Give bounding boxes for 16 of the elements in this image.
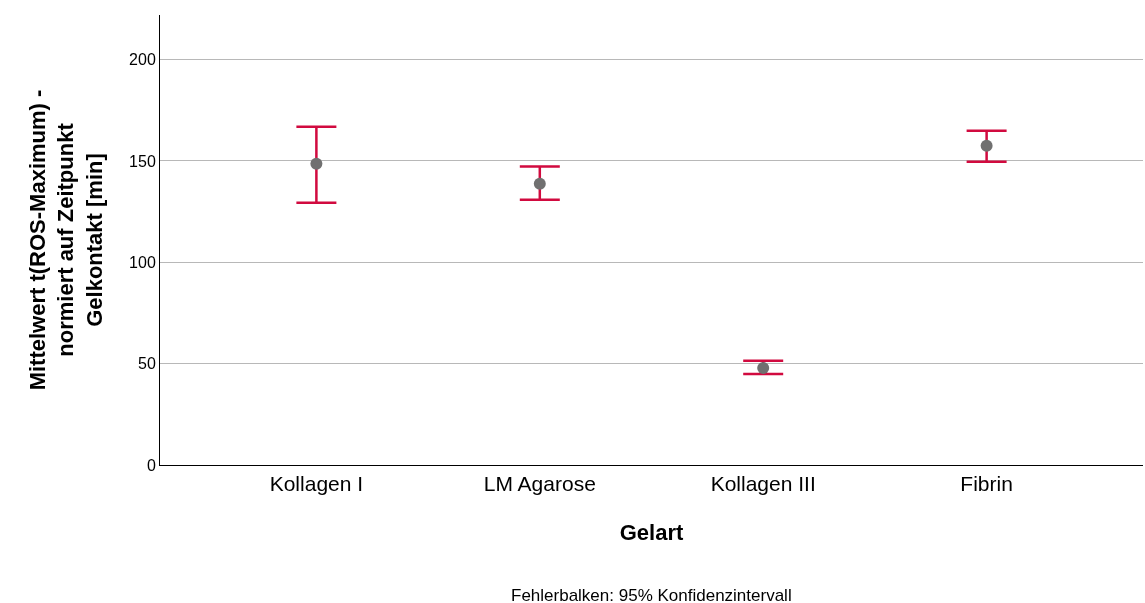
y-tick-label: 200: [129, 51, 156, 69]
point: [980, 139, 993, 152]
y-tick-label: 100: [129, 253, 156, 271]
point: [757, 361, 770, 374]
x-tick-label: LM Agarose: [483, 472, 596, 496]
x-axis-title: Gelart: [619, 520, 684, 546]
text: Fehlerbalken: 95% Konfidenzintervall: [511, 586, 792, 603]
point: [533, 177, 546, 190]
x-tick-label: Kollagen III: [710, 472, 816, 496]
point: [310, 157, 323, 170]
x-tick-label: Kollagen I: [269, 472, 364, 496]
x-tick-label: Fibrin: [960, 472, 1013, 496]
y-tick-label: 0: [146, 456, 156, 474]
y-tick-label: 150: [129, 152, 156, 170]
y-axis-title: Mittelwert t(ROS-Maximum) - normiert auf Zeitpunkt Gelkontakt [min]: [24, 89, 107, 391]
y-tick-label: 50: [138, 355, 156, 373]
